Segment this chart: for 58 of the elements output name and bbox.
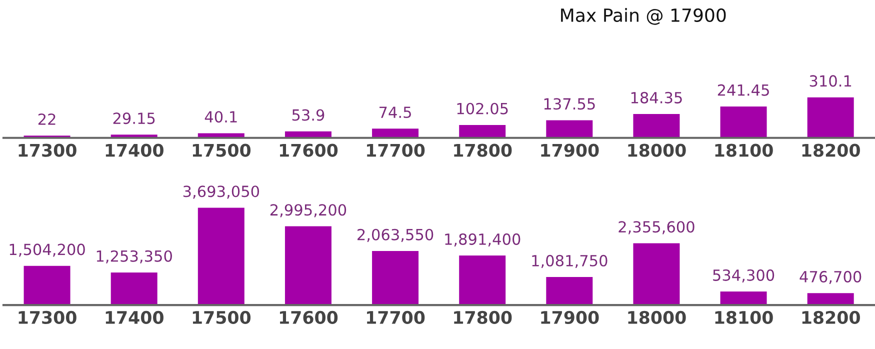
x-tick-label: 17500 [192,144,251,157]
bar [544,118,594,138]
data-label: 102.05 [457,102,508,114]
data-label: 241.45 [718,84,769,96]
x-tick-label: 17300 [18,310,76,324]
data-label: 2,355,600 [618,221,694,234]
bar [370,127,420,138]
x-tick-label: 17800 [454,144,512,157]
bar [718,290,768,306]
bar [632,112,682,138]
x-tick-label: 17500 [192,310,251,324]
bar [632,242,682,306]
x-tick-label: 17700 [367,144,425,157]
bar [284,130,333,138]
data-label: 1,081,750 [532,254,608,268]
bar [370,250,420,306]
bar [22,264,72,306]
data-label: 137.55 [544,98,595,110]
x-tick-label: 18100 [715,310,773,324]
x-tick-label: 18100 [715,144,773,157]
bar [806,96,856,138]
x-tick-label: 17400 [106,144,164,157]
bar [806,292,856,306]
bar [109,271,159,306]
data-label: 1,891,400 [445,233,520,247]
data-label: 1,253,350 [96,250,172,264]
data-label: 1,504,200 [10,244,85,257]
x-tick-label: 18200 [802,144,860,157]
bar [718,105,768,138]
x-tick-label: 17300 [18,144,76,157]
data-label: 476,700 [800,270,862,284]
x-tick-label: 17600 [280,310,338,324]
x-tick-label: 17700 [367,310,425,324]
data-label: 40.1 [204,111,237,123]
chart-title: Max Pain @ 17900 [561,8,726,25]
bar [544,276,594,306]
data-label: 3,693,050 [183,186,260,199]
data-label: 534,300 [713,269,774,283]
data-label: 2,063,550 [358,228,434,242]
x-tick-label: 17600 [280,144,338,157]
bar [284,224,333,306]
x-tick-label: 18000 [628,310,686,324]
data-label: 22 [38,113,56,125]
data-label: 310.1 [810,75,852,87]
data-label: 74.5 [380,106,411,118]
x-tick-label: 17800 [454,310,512,324]
bar [458,254,507,306]
x-tick-label: 17900 [541,144,599,157]
x-tick-label: 17400 [106,310,164,324]
data-label: 2,995,200 [270,204,346,218]
bar [196,206,246,306]
data-label: 29.15 [113,112,155,124]
x-tick-label: 18200 [802,310,860,324]
x-tick-label: 18000 [628,144,686,157]
data-label: 53.9 [292,109,324,121]
data-label: 184.35 [631,92,682,104]
bar [458,124,507,138]
x-tick-label: 17900 [541,310,599,324]
